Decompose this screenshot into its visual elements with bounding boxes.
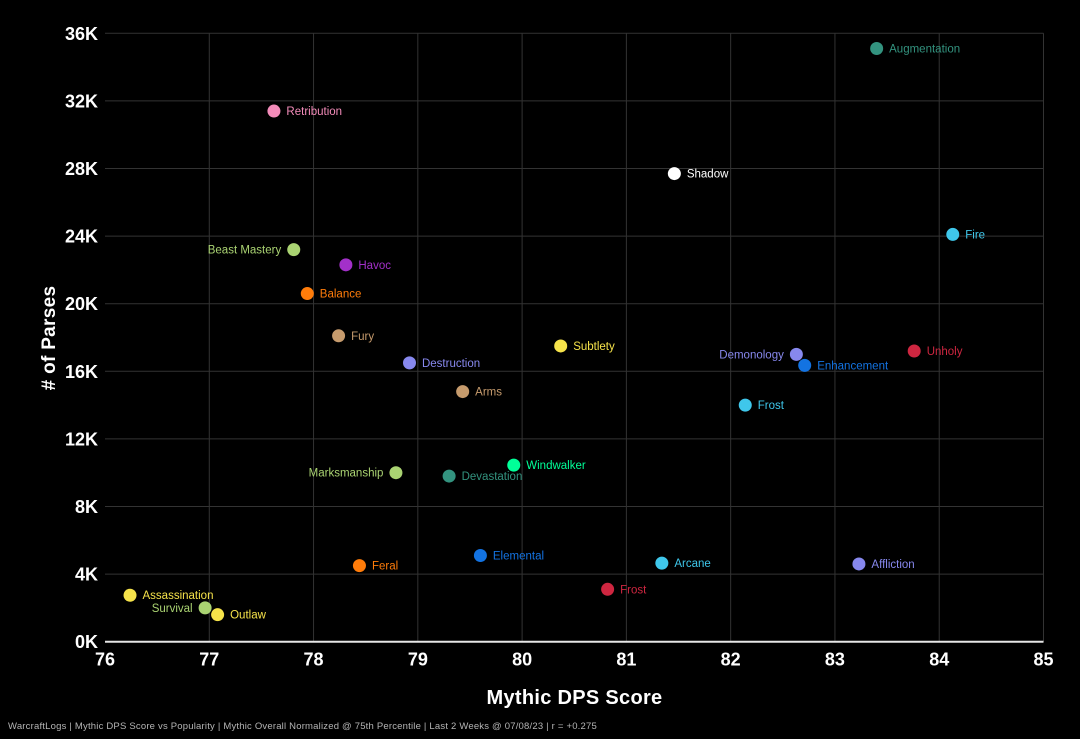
data-point-assassination[interactable] bbox=[123, 588, 137, 602]
x-tick-label-78: 78 bbox=[304, 650, 324, 670]
data-point-balance[interactable] bbox=[300, 287, 314, 301]
point-label-retribution: Retribution bbox=[286, 106, 342, 118]
x-tick-label-83: 83 bbox=[825, 650, 845, 670]
data-point-fury[interactable] bbox=[332, 329, 346, 343]
data-point-marksmanship[interactable] bbox=[389, 466, 403, 480]
point-label-shadow: Shadow bbox=[687, 169, 729, 181]
point-label-beast-mastery: Beast Mastery bbox=[208, 245, 282, 257]
data-point-survival[interactable] bbox=[198, 601, 212, 615]
data-point-havoc[interactable] bbox=[339, 258, 353, 272]
point-label-havoc: Havoc bbox=[358, 260, 391, 272]
y-tick-label-12K: 12K bbox=[65, 429, 98, 449]
point-label-feral: Feral bbox=[372, 561, 398, 573]
data-point-frost-2[interactable] bbox=[601, 582, 615, 596]
point-label-frost: Frost bbox=[758, 400, 785, 412]
data-point-shadow[interactable] bbox=[667, 167, 681, 181]
x-tick-label-82: 82 bbox=[721, 650, 741, 670]
point-label-demonology: Demonology bbox=[719, 349, 784, 361]
data-point-beast-mastery[interactable] bbox=[287, 243, 301, 257]
data-point-frost[interactable] bbox=[738, 398, 752, 412]
data-point-arcane[interactable] bbox=[655, 556, 669, 570]
y-tick-label-28K: 28K bbox=[65, 159, 98, 179]
x-tick-label-81: 81 bbox=[616, 650, 636, 670]
point-label-elemental: Elemental bbox=[493, 551, 544, 563]
x-axis-title: Mythic DPS Score bbox=[486, 687, 663, 709]
y-tick-label-24K: 24K bbox=[65, 227, 98, 247]
data-point-augmentation[interactable] bbox=[870, 42, 884, 56]
point-label-survival: Survival bbox=[152, 603, 193, 615]
point-label-assassination: Assassination bbox=[143, 590, 214, 602]
data-point-demonology[interactable] bbox=[789, 347, 803, 361]
point-label-fire: Fire bbox=[965, 229, 985, 241]
y-tick-label-8K: 8K bbox=[75, 497, 98, 517]
y-tick-label-20K: 20K bbox=[65, 294, 98, 314]
data-point-fire[interactable] bbox=[946, 227, 960, 241]
data-point-retribution[interactable] bbox=[267, 104, 281, 118]
x-tick-label-80: 80 bbox=[512, 650, 532, 670]
point-label-arms: Arms bbox=[475, 387, 502, 399]
x-tick-label-85: 85 bbox=[1033, 650, 1053, 670]
data-point-enhancement[interactable] bbox=[798, 358, 812, 372]
data-point-affliction[interactable] bbox=[852, 557, 866, 571]
point-label-augmentation: Augmentation bbox=[889, 44, 960, 56]
x-tick-label-77: 77 bbox=[199, 650, 219, 670]
data-point-arms[interactable] bbox=[456, 385, 470, 399]
x-tick-label-79: 79 bbox=[408, 650, 428, 670]
point-label-devastation: Devastation bbox=[462, 471, 523, 483]
data-point-windwalker[interactable] bbox=[507, 458, 521, 472]
point-label-frost-2: Frost bbox=[620, 584, 647, 596]
x-tick-label-84: 84 bbox=[929, 650, 949, 670]
point-label-outlaw: Outlaw bbox=[230, 610, 266, 622]
point-label-balance: Balance bbox=[320, 289, 362, 301]
point-label-affliction: Affliction bbox=[871, 559, 914, 571]
point-label-arcane: Arcane bbox=[674, 558, 710, 570]
point-label-subtlety: Subtlety bbox=[573, 341, 615, 353]
y-axis-title: # of Parses bbox=[39, 285, 60, 391]
data-point-unholy[interactable] bbox=[907, 344, 921, 358]
x-tick-label-76: 76 bbox=[95, 650, 115, 670]
data-point-devastation[interactable] bbox=[442, 469, 456, 483]
y-tick-label-36K: 36K bbox=[65, 24, 98, 44]
y-tick-label-4K: 4K bbox=[75, 565, 98, 585]
point-label-unholy: Unholy bbox=[927, 346, 963, 358]
point-label-fury: Fury bbox=[351, 331, 374, 343]
data-point-destruction[interactable] bbox=[402, 356, 416, 370]
footer-caption: WarcraftLogs | Mythic DPS Score vs Popul… bbox=[8, 721, 597, 732]
point-label-enhancement: Enhancement bbox=[817, 360, 889, 372]
y-tick-label-32K: 32K bbox=[65, 91, 98, 111]
point-label-marksmanship: Marksmanship bbox=[309, 468, 384, 480]
point-label-windwalker: Windwalker bbox=[526, 460, 586, 472]
data-point-subtlety[interactable] bbox=[554, 339, 568, 353]
data-point-elemental[interactable] bbox=[473, 549, 487, 563]
data-point-feral[interactable] bbox=[352, 559, 366, 573]
y-tick-label-0K: 0K bbox=[75, 632, 98, 652]
data-point-outlaw[interactable] bbox=[211, 608, 225, 622]
y-tick-label-16K: 16K bbox=[65, 362, 98, 382]
point-label-destruction: Destruction bbox=[422, 358, 480, 370]
